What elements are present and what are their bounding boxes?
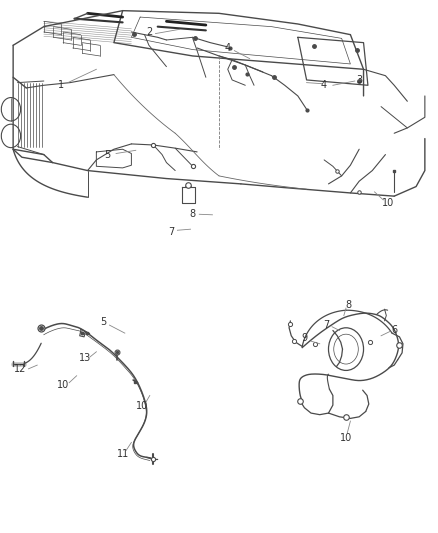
Text: 10: 10 bbox=[381, 198, 394, 207]
Text: 4: 4 bbox=[225, 43, 231, 53]
Text: 10: 10 bbox=[340, 433, 352, 443]
Text: 10: 10 bbox=[57, 380, 70, 390]
Text: 10: 10 bbox=[136, 401, 148, 411]
Text: 8: 8 bbox=[190, 209, 196, 219]
Text: 13: 13 bbox=[79, 353, 92, 363]
Text: 9: 9 bbox=[301, 334, 307, 343]
Text: 4: 4 bbox=[321, 80, 327, 90]
Text: 11: 11 bbox=[117, 449, 129, 459]
Text: 1: 1 bbox=[58, 80, 64, 90]
Text: 7: 7 bbox=[323, 320, 329, 330]
Text: 5: 5 bbox=[100, 318, 106, 327]
Text: 2: 2 bbox=[146, 27, 152, 37]
Text: 12: 12 bbox=[14, 364, 27, 374]
Text: 6: 6 bbox=[391, 326, 397, 335]
Text: 3: 3 bbox=[356, 75, 362, 85]
Text: 7: 7 bbox=[168, 227, 174, 237]
Text: 8: 8 bbox=[345, 300, 351, 310]
Text: 5: 5 bbox=[104, 150, 110, 159]
